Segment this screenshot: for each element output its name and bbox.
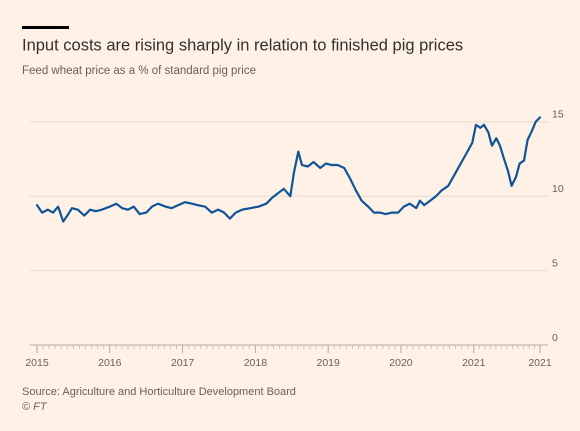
- y-tick-label: 10: [552, 183, 564, 195]
- x-tick-label: 2017: [171, 357, 195, 369]
- chart-subtitle: Feed wheat price as a % of standard pig …: [22, 65, 256, 77]
- x-tick-label: 2018: [244, 357, 268, 369]
- y-tick-label: 0: [552, 332, 558, 344]
- source: Source: Agriculture and Horticulture Dev…: [22, 386, 296, 398]
- chart-title: Input costs are rising sharply in relati…: [22, 36, 463, 54]
- y-tick-label: 5: [552, 257, 558, 269]
- data-line: [35, 116, 542, 223]
- y-tick-label: 15: [552, 109, 564, 121]
- x-tick-label: 2021: [462, 357, 486, 369]
- x-tick-label: 2019: [316, 357, 340, 369]
- x-tick-label: 2021: [528, 357, 552, 369]
- x-tick-label: 2015: [25, 357, 49, 369]
- x-tick-label: 2020: [389, 357, 413, 369]
- ft-bar: [22, 26, 69, 29]
- credit: © FT: [22, 401, 48, 413]
- x-tick-label: 2016: [98, 357, 122, 369]
